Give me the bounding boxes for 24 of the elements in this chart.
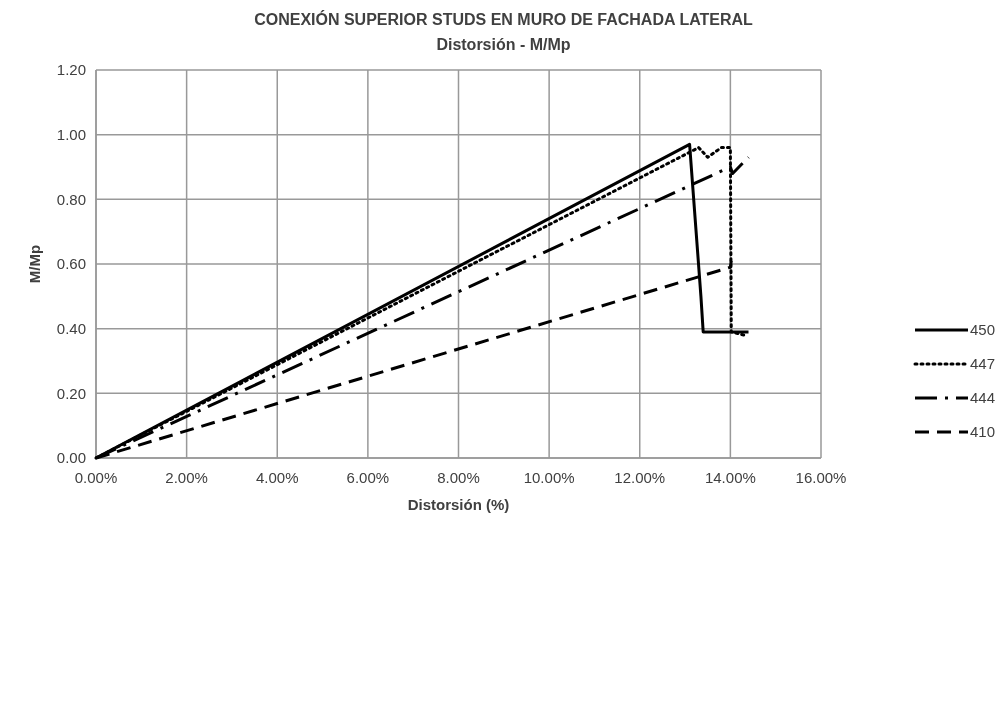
legend-label: 447 xyxy=(970,355,996,373)
y-tick-label: 0.80 xyxy=(56,190,86,208)
y-axis-title: M/Mp xyxy=(26,244,43,284)
x-axis-title: Distorsión (%) xyxy=(407,496,510,513)
legend-label: 410 xyxy=(970,423,996,441)
y-tick-label: 0.20 xyxy=(56,384,86,402)
y-tick-label: 0.00 xyxy=(56,449,86,467)
x-tick-label: 8.00% xyxy=(437,469,480,486)
y-tick-label: 1.20 xyxy=(56,61,86,79)
legend-label: 444 xyxy=(970,389,996,407)
x-tick-label: 12.00% xyxy=(614,469,666,486)
x-tick-label: 0.00% xyxy=(74,469,118,486)
x-tick-label: 14.00% xyxy=(704,469,756,486)
y-tick-label: 0.40 xyxy=(56,319,86,337)
y-tick-label: 1.00 xyxy=(56,125,86,143)
y-tick-label: 0.60 xyxy=(56,255,86,273)
chart-title: CONEXIÓN SUPERIOR STUDS EN MURO DE FACHADA LATERAL xyxy=(254,10,754,28)
x-tick-label: 2.00% xyxy=(165,469,208,486)
x-tick-label: 6.00% xyxy=(346,469,390,486)
chart-subtitle: Distorsión - M/Mp xyxy=(436,36,571,53)
legend-label: 450 xyxy=(970,321,996,339)
x-tick-label: 16.00% xyxy=(795,469,847,486)
x-tick-label: 4.00% xyxy=(255,469,299,486)
x-tick-label: 10.00% xyxy=(523,469,575,486)
